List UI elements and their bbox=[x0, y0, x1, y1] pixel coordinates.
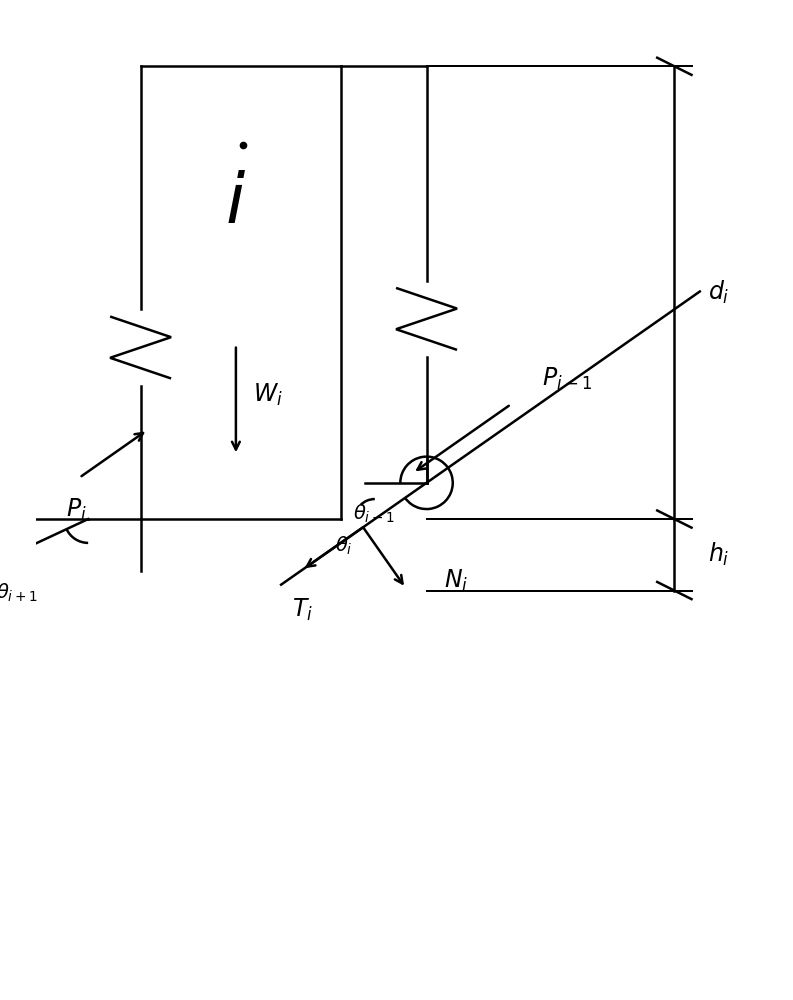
Text: $\theta_i$: $\theta_i$ bbox=[335, 535, 353, 557]
Text: $\theta_{i-1}$: $\theta_{i-1}$ bbox=[353, 503, 395, 525]
Text: $\theta_{i+1}$: $\theta_{i+1}$ bbox=[0, 581, 37, 604]
Text: $P_i$: $P_i$ bbox=[67, 497, 87, 523]
Text: $W_i$: $W_i$ bbox=[253, 382, 283, 408]
Text: $d_i$: $d_i$ bbox=[707, 279, 730, 306]
Text: $h_i$: $h_i$ bbox=[707, 541, 730, 568]
Text: $i$: $i$ bbox=[225, 171, 247, 238]
Text: $P_{i-1}$: $P_{i-1}$ bbox=[542, 366, 592, 392]
Text: $T_i$: $T_i$ bbox=[292, 597, 313, 623]
Text: $N_i$: $N_i$ bbox=[444, 568, 469, 594]
